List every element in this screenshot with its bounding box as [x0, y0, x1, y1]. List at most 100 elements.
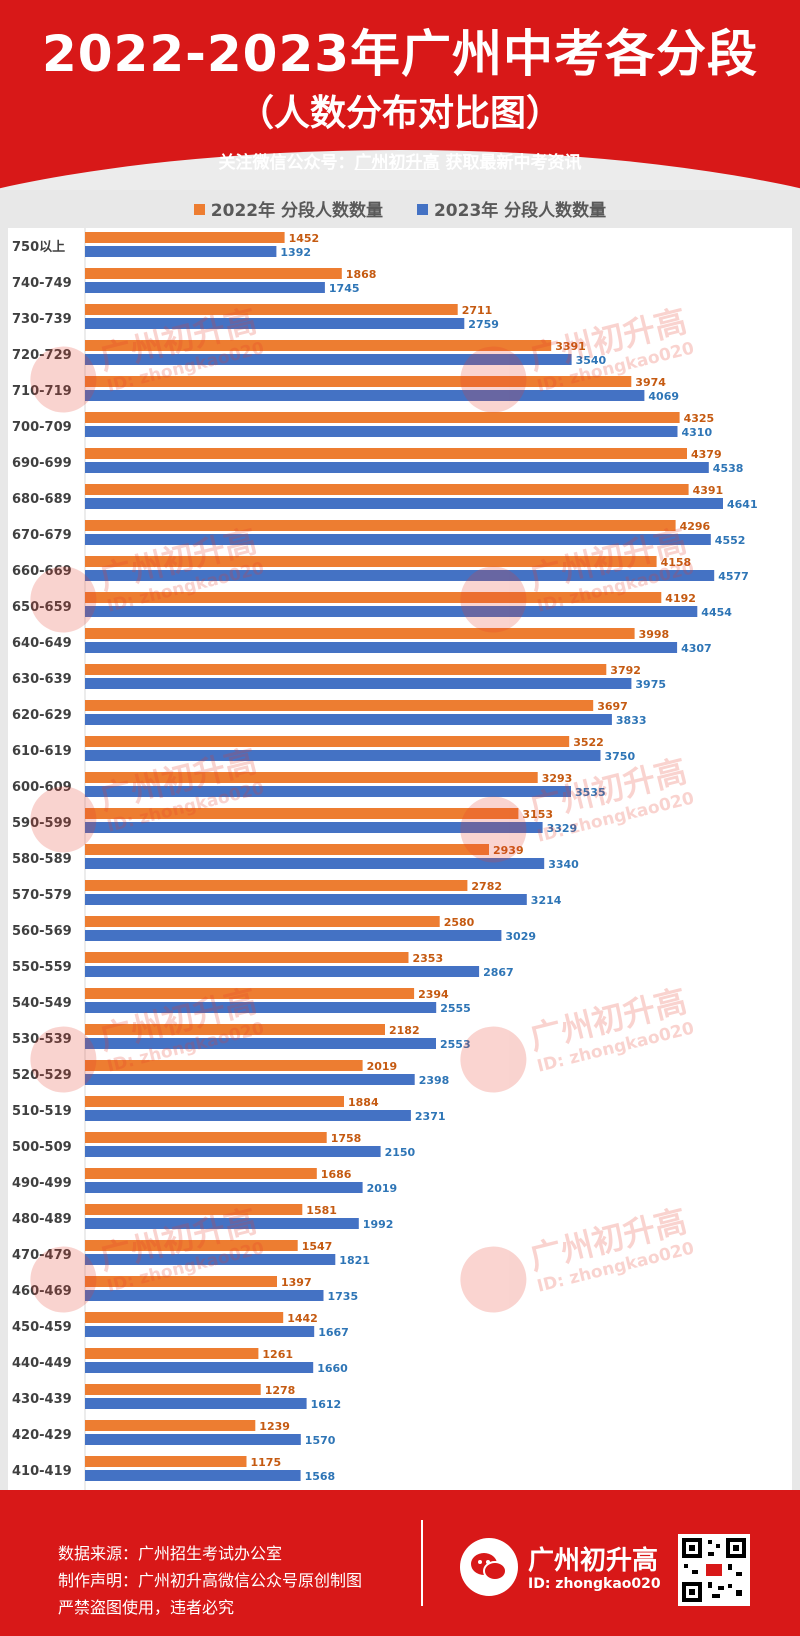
bar-2022 [85, 412, 680, 423]
bar-2023 [85, 1002, 437, 1013]
category-label: 560-569 [12, 924, 72, 939]
data-label-2023: 2019 [367, 1182, 398, 1195]
bar-2023 [85, 930, 502, 941]
category-label: 410-419 [12, 1464, 72, 1479]
category-label: 510-519 [12, 1104, 72, 1119]
page-subtitle: （人数分布对比图） [237, 93, 562, 134]
data-label-2022: 2782 [471, 880, 502, 893]
data-label-2023: 2371 [415, 1110, 446, 1123]
page-title: 2022-2023年广州中考各分段 [41, 25, 759, 83]
bar-2022 [85, 1456, 247, 1467]
bar-2022 [85, 1420, 256, 1431]
category-label: 700-709 [12, 420, 72, 435]
category-label: 540-549 [12, 996, 72, 1011]
bar-2023 [85, 1038, 436, 1049]
bar-2022 [85, 916, 440, 927]
data-label-2023: 1612 [311, 1398, 342, 1411]
data-label-2022: 3153 [522, 808, 553, 821]
category-label: 610-619 [12, 744, 72, 759]
data-label-2022: 4391 [693, 484, 724, 497]
data-label-2023: 1735 [328, 1290, 359, 1303]
data-label-2022: 1868 [346, 268, 377, 281]
data-label-2022: 1547 [302, 1240, 333, 1253]
category-label: 710-719 [12, 384, 72, 399]
bar-2023 [85, 1146, 381, 1157]
bar-2022 [85, 808, 519, 819]
data-label-2023: 4552 [715, 534, 746, 547]
bar-2022 [85, 376, 632, 387]
bar-2023 [85, 858, 545, 869]
data-label-2022: 4325 [684, 412, 715, 425]
bar-2023 [85, 750, 601, 761]
chart-legend: 2022年 分段人数数量 2023年 分段人数数量 [0, 196, 800, 221]
copyright-warning: 严禁盗图使用，违者必究 [58, 1598, 235, 1617]
data-label-2023: 2553 [440, 1038, 471, 1051]
legend-label-2022: 2022年 分段人数数量 [210, 201, 384, 221]
data-label-2023: 4577 [718, 570, 749, 583]
data-label-2022: 1442 [287, 1312, 318, 1325]
data-label-2022: 2711 [462, 304, 493, 317]
data-label-2023: 1660 [317, 1362, 348, 1375]
data-label-2023: 3340 [548, 858, 579, 871]
bar-2022 [85, 340, 552, 351]
brand-name: 广州初升高 [528, 1546, 659, 1576]
qr-code-graphic [682, 1538, 746, 1602]
bar-2022 [85, 628, 635, 639]
data-label-2023: 3833 [616, 714, 647, 727]
bar-2023 [85, 894, 527, 905]
bar-2023 [85, 354, 572, 365]
follow-account-link[interactable]: 广州初升高 [354, 153, 440, 173]
bar-2022 [85, 1132, 327, 1143]
data-label-2022: 3974 [635, 376, 666, 389]
bar-2023 [85, 1110, 411, 1121]
data-label-2023: 2398 [419, 1074, 450, 1087]
legend-swatch-2022 [193, 204, 205, 215]
data-label-2022: 1239 [259, 1420, 290, 1433]
data-label-2022: 1278 [265, 1384, 296, 1397]
data-label-2023: 1568 [305, 1470, 336, 1483]
data-label-2023: 2867 [483, 966, 514, 979]
data-label-2022: 1581 [306, 1204, 337, 1217]
category-label: 630-639 [12, 672, 72, 687]
category-label: 680-689 [12, 492, 72, 507]
bar-2023 [85, 1362, 314, 1373]
category-label: 530-539 [12, 1032, 72, 1047]
legend-item-2022: 2022年 分段人数数量 [193, 196, 384, 221]
data-label-2023: 3214 [531, 894, 562, 907]
data-label-2023: 2759 [468, 318, 499, 331]
follow-prefix: 关注微信公众号： [218, 153, 355, 173]
footer-notes: 数据来源：广州招生考试办公室 制作声明：广州初升高微信公众号原创制图 严禁盗图使… [58, 1540, 362, 1621]
bar-2023 [85, 1074, 415, 1085]
bar-2022 [85, 880, 468, 891]
category-label: 590-599 [12, 816, 72, 831]
data-label-2022: 2353 [413, 952, 444, 965]
data-label-2023: 3029 [505, 930, 536, 943]
bar-2023 [85, 1182, 363, 1193]
category-label: 520-529 [12, 1068, 72, 1083]
category-label: 670-679 [12, 528, 72, 543]
data-label-2022: 3792 [610, 664, 641, 677]
data-label-2022: 4379 [691, 448, 722, 461]
qr-code-icon[interactable] [678, 1534, 750, 1606]
bar-2023 [85, 318, 465, 329]
bar-2022 [85, 484, 689, 495]
bar-2022 [85, 952, 409, 963]
data-label-2023: 1745 [329, 282, 360, 295]
data-label-2023: 3750 [605, 750, 636, 763]
data-label-2022: 1261 [262, 1348, 293, 1361]
category-label: 740-749 [12, 276, 72, 291]
data-label-2022: 1686 [321, 1168, 352, 1181]
data-label-2022: 4192 [665, 592, 696, 605]
data-label-2023: 1667 [318, 1326, 349, 1339]
category-label: 550-559 [12, 960, 72, 975]
category-label: 570-579 [12, 888, 72, 903]
data-label-2023: 4310 [682, 426, 713, 439]
data-label-2023: 2555 [440, 1002, 471, 1015]
category-label: 490-499 [12, 1176, 72, 1191]
bar-2023 [85, 390, 645, 401]
bar-2023 [85, 714, 612, 725]
bar-2022 [85, 1384, 261, 1395]
bar-2022 [85, 700, 594, 711]
wechat-logo-icon [460, 1538, 518, 1596]
data-label-2022: 1175 [251, 1456, 282, 1469]
